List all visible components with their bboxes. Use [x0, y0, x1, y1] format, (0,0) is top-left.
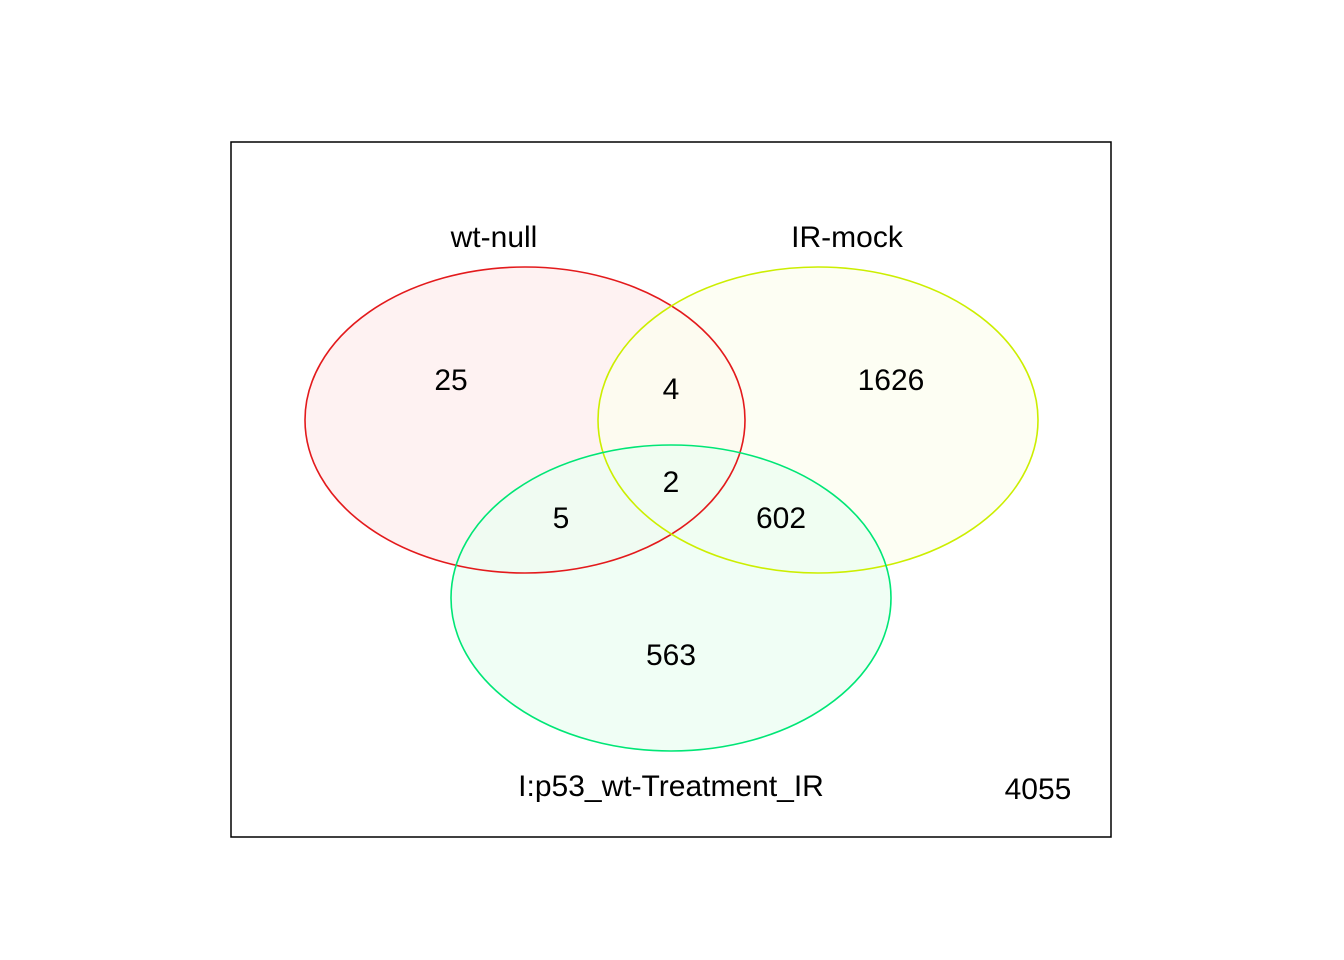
set-fills: [305, 267, 1038, 751]
set-outlines: [304, 266, 1039, 752]
set-b-outline: [597, 266, 1039, 574]
set-a-outline: [304, 266, 746, 574]
plot-frame: [230, 141, 1112, 838]
count-b-only: 1626: [858, 364, 925, 397]
count-bc-only: 602: [756, 502, 806, 535]
set-c-fill: [451, 445, 891, 751]
count-none: 4055: [1005, 773, 1072, 806]
set-c-outline: [450, 444, 892, 752]
count-a-only: 25: [434, 364, 467, 397]
count-c-only: 563: [646, 639, 696, 672]
count-ab-only: 4: [663, 373, 680, 406]
count-ac-only: 5: [553, 502, 570, 535]
set-a-label: wt-null: [450, 221, 538, 254]
set-c-label: I:p53_wt-Treatment_IR: [518, 770, 824, 803]
count-abc: 2: [663, 466, 680, 499]
set-b-label: IR-mock: [791, 221, 904, 254]
